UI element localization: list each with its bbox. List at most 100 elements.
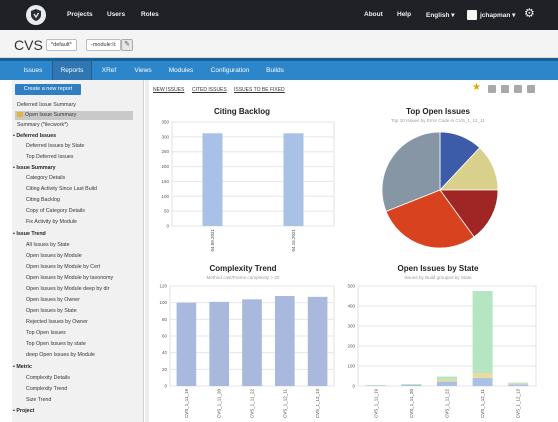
stream-selector[interactable]: *default* [46,39,77,51]
pie-slice [385,189,475,249]
tab-views[interactable]: Views [134,67,152,74]
x-tick-label: CVS_1_11_22 [250,389,255,418]
nav-users[interactable]: Users [107,11,126,18]
sidebar-group-deferred[interactable]: ▪ Deferred Issues [13,133,57,139]
x-tick-label: 04.15.2021 [291,229,296,252]
y-tick-label: 100 [161,194,169,199]
sidebar-item[interactable]: Fix Activity by Module [26,219,77,225]
sidebar-item[interactable]: Top Open Issues [26,330,66,336]
x-tick-label: CVS_1_12_13 [315,389,320,419]
nav-about[interactable]: About [364,11,383,18]
copy-report-icon[interactable] [501,85,509,93]
sidebar-item[interactable]: Open Issues by Owner [26,297,80,303]
sidebar-item[interactable]: Open Issues by Module [26,253,82,259]
x-tick-label: CVS_1_12_11 [282,389,287,418]
citing-backlog-title: Citing Backlog [213,107,270,116]
sidebar-item[interactable]: Deferred Issue Summary [17,102,76,108]
nav-roles[interactable]: Roles [141,11,159,18]
bar [437,379,457,382]
bar [176,302,197,386]
sidebar-scrollbar[interactable] [145,80,149,422]
export-icon[interactable] [514,85,522,93]
sidebar-group-trend[interactable]: ▪ Issue Trend [13,231,46,237]
new-issues-link[interactable]: NEW ISSUES [153,87,185,93]
bar [283,133,304,226]
tab-xref[interactable]: XRef [101,67,117,74]
bar [437,376,457,380]
cited-issues-link[interactable]: CITED ISSUES [192,87,227,93]
x-tick-label: CVS_1_12_13 [516,389,521,419]
tab-reports[interactable]: Reports [52,61,92,80]
sidebar-item[interactable]: Open Issues by State [26,308,77,314]
top-nav-bar: Projects Users Roles About Help English … [0,0,558,30]
sidebar-item-selected[interactable]: Open Issue Summary [17,112,76,118]
y-tick-label: 100 [347,364,355,369]
sidebar-item-label: Open Issue Summary [25,112,77,118]
y-tick-label: 0 [352,384,355,389]
plot-area [357,285,537,387]
sidebar-selection-highlight [15,111,133,120]
edit-icon[interactable]: ✎ [121,39,133,51]
sidebar-item[interactable]: Complexity Trend [26,386,68,392]
sidebar-group-metric[interactable]: ▪ Metric [13,364,32,370]
y-tick-label: 80 [162,317,168,322]
bar [202,133,223,226]
sidebar-group-label: Project [16,408,35,414]
x-tick-label: 04.09.2021 [210,229,215,252]
project-header: CVS *default* -module:li: ✎ [0,30,558,58]
sidebar-item[interactable]: Summary (*ilecwork*) [17,122,68,128]
create-report-button[interactable]: Create a new report [15,84,81,95]
sidebar-item[interactable]: Copy of Category Details [26,208,85,214]
sidebar-item[interactable]: Rejected Issues by Owner [26,319,88,325]
tab-modules[interactable]: Modules [168,67,194,74]
language-selector[interactable]: English ▾ [426,12,455,19]
bar [472,291,493,373]
bar [242,299,262,386]
bar [472,373,493,378]
y-tick-label: 300 [347,324,355,329]
y-tick-label: 40 [162,350,168,355]
sidebar-item[interactable]: Open Issues by Module by Cert [26,264,101,270]
top-open-issues-pie [381,131,499,249]
x-tick-label: CVS_1_11_19 [184,389,189,418]
page-title: CVS [14,37,43,53]
edit-report-icon[interactable] [488,85,496,93]
sidebar-group-project[interactable]: ▪ Project [13,408,35,414]
gear-icon[interactable]: ⚙ [524,6,535,20]
sidebar-item[interactable]: Open Issues by Module by taxonomy [26,275,114,281]
tab-configuration[interactable]: Configuration [210,67,250,74]
pie-slice [439,189,499,238]
y-tick-label: 100 [159,300,167,305]
y-tick-label: 500 [347,284,355,289]
tab-builds[interactable]: Builds [266,67,284,74]
sidebar-item[interactable]: Citing Backlog [26,197,60,203]
plot-area [171,121,335,227]
sidebar-item[interactable]: Complexity Details [26,375,70,381]
sidebar-item[interactable]: Deferred Issues by State [26,143,85,149]
pie-slice [381,131,441,212]
issues-to-fix-link[interactable]: ISSUES TO BE FIXED [234,87,285,93]
tab-issues[interactable]: Issues [23,67,43,74]
favorite-star-icon[interactable]: ★ [472,82,481,93]
module-filter-field[interactable]: -module:li: [86,39,122,51]
y-tick-label: 200 [161,164,169,169]
sidebar-item[interactable]: All Issues by State [26,242,70,248]
sidebar-item[interactable]: Citing Activity Since Last Build [26,186,97,192]
sidebar-item[interactable]: Size Trend [26,397,52,403]
nav-projects[interactable]: Projects [67,11,93,18]
app-logo[interactable] [26,5,46,25]
bar [401,384,422,385]
sidebar-item[interactable]: Category Details [26,175,66,181]
delete-icon[interactable] [527,85,535,93]
sidebar-item[interactable]: deep Open Issues by Module [26,352,95,358]
sidebar-item[interactable]: Top Deferred Issues [26,154,74,160]
user-avatar-icon [467,10,477,20]
sidebar-group-summary[interactable]: ▪ Issue Summary [13,165,56,171]
citing-backlog-chart: 0 50 100 150 200 250 300 350 04.09.2021 04.15.202… [161,120,335,252]
nav-help[interactable]: Help [397,11,412,18]
sidebar-item[interactable]: Top Open Issues by state [26,341,86,347]
user-menu[interactable]: jchapman ▾ [480,12,516,19]
folder-icon [17,112,23,117]
sidebar-item[interactable]: Open Issues by Module deep by dir [26,286,110,292]
bar [401,384,422,386]
